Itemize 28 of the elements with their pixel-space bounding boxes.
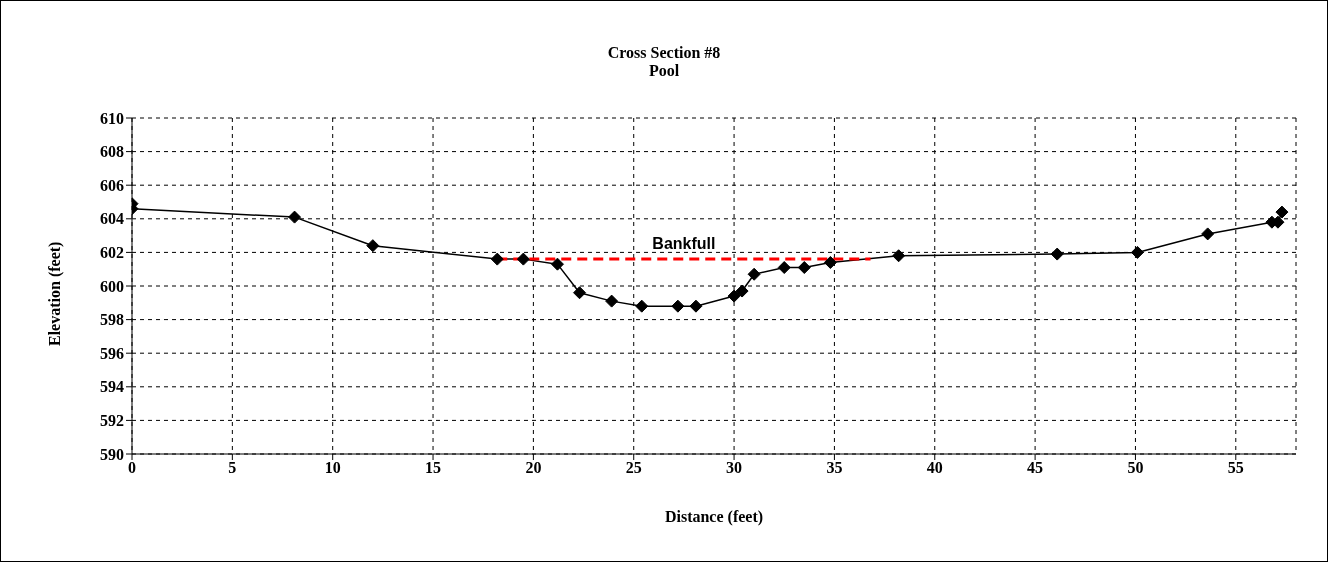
y-tick-label: 602 — [100, 244, 124, 262]
y-tick-label: 594 — [100, 378, 124, 396]
y-tick-label: 600 — [100, 277, 124, 295]
y-tick-label: 592 — [100, 412, 124, 430]
y-tick-label: 590 — [100, 445, 124, 463]
y-axis-title: Elevation (feet) — [45, 241, 64, 346]
x-tick-label: 15 — [425, 459, 442, 477]
x-tick-label: 10 — [324, 459, 341, 477]
x-tick-label: 40 — [926, 459, 943, 477]
x-tick-label: 0 — [128, 459, 136, 477]
x-tick-label: 55 — [1227, 459, 1244, 477]
y-tick-label: 610 — [100, 109, 124, 127]
x-axis-title: Distance (feet) — [664, 508, 764, 526]
series-label: Bankfull — [652, 235, 716, 253]
chart-title: Cross Section #8 — [606, 44, 722, 62]
y-tick-label: 604 — [100, 210, 124, 228]
x-tick-label: 50 — [1127, 459, 1144, 477]
y-tick-label: 596 — [100, 344, 124, 362]
x-tick-label: 20 — [525, 459, 542, 477]
y-tick-label: 608 — [100, 143, 124, 161]
chart-subtitle: Pool — [647, 62, 681, 80]
x-tick-label: 25 — [625, 459, 642, 477]
y-tick-label: 598 — [100, 311, 124, 329]
x-tick-label: 35 — [826, 459, 843, 477]
x-tick-label: 30 — [726, 459, 743, 477]
x-tick-label: 45 — [1027, 459, 1044, 477]
x-tick-label: 5 — [228, 459, 237, 477]
y-tick-label: 606 — [100, 176, 124, 194]
